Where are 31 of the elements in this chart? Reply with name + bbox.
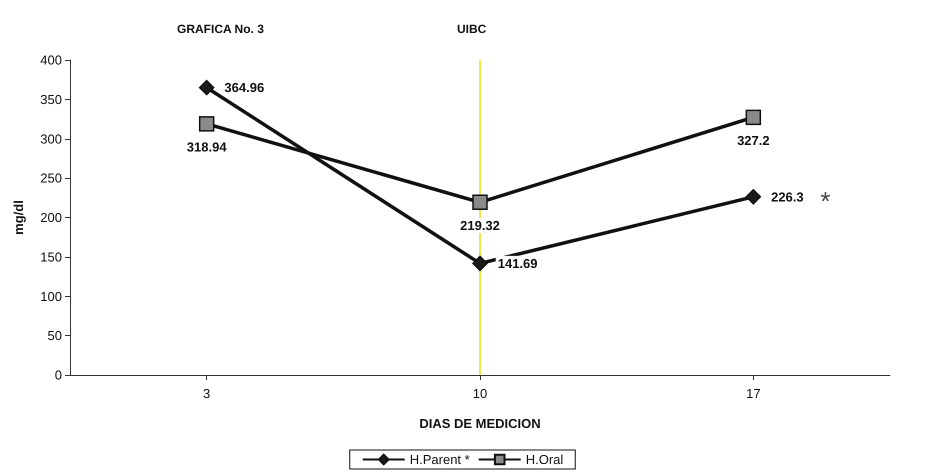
annotation: * [820,186,830,216]
legend-label: H.Parent * [410,452,470,467]
x-tick-label: 10 [472,386,488,401]
y-tick-label: 300 [40,131,62,146]
y-tick-label: 250 [40,170,62,186]
chart-subtitle: UIBC [457,22,487,36]
point [472,194,488,210]
y-tick-label: 100 [40,288,62,304]
point [746,189,762,205]
y-tick-label: 0 [54,368,62,382]
point [746,110,762,126]
x-tick-label: 3 [203,386,210,401]
data-label: 318.94 [186,140,228,155]
point [472,256,488,272]
y-tick-label: 50 [48,328,62,344]
x-tick-label: 17 [746,386,761,401]
y-tick-label: 400 [40,52,62,68]
point [198,80,214,96]
y-tick-label: 200 [40,210,62,225]
data-label: 141.69 [498,256,538,271]
data-label: 327.2 [737,133,770,148]
point [198,116,214,132]
y-tick-label: 350 [40,92,62,107]
data-label: 364.96 [224,80,264,96]
x-axis-title: DIAS DE MEDICION [419,416,541,431]
y-axis-title: mg/dl [11,200,26,235]
y-tick-label: 150 [40,249,62,264]
data-label: 226.3 [771,189,804,204]
chart-title: GRAFICA No. 3 [177,22,264,36]
data-label: 219.32 [460,218,500,234]
legend-label: H.Oral [526,452,564,467]
